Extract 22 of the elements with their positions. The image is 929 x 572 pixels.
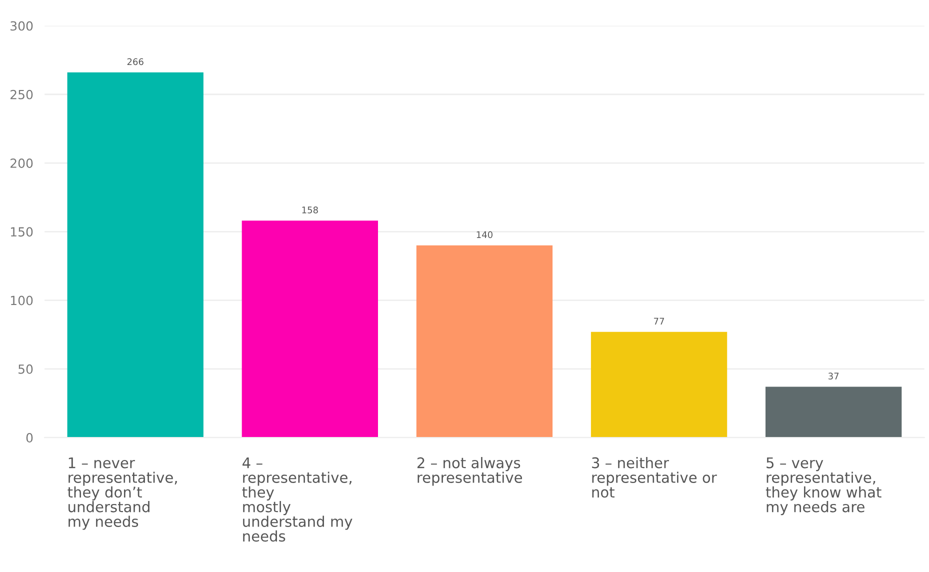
bar [590, 332, 728, 438]
data-label: 77 [654, 318, 664, 324]
x-tick-label: 5 – very representative, they know what my needs are [766, 457, 882, 516]
y-tick-label: 0 [26, 433, 33, 443]
data-label: 37 [828, 372, 839, 380]
y-tick-label: 50 [18, 364, 33, 374]
x-tick-label: 1 – never representative, they don’t understand my needs [68, 457, 177, 530]
bar [416, 245, 553, 438]
x-tick-label: 3 – neither representative or not [592, 457, 717, 498]
bar [766, 386, 902, 438]
y-tick-label: 250 [10, 90, 33, 100]
data-label: 158 [302, 206, 318, 214]
bar [242, 220, 378, 438]
y-tick-label: 200 [10, 158, 33, 168]
data-label: 140 [476, 231, 492, 238]
x-tick-label: 2 – not always representative [417, 457, 522, 486]
y-tick-label: 100 [10, 296, 33, 306]
data-label: 266 [127, 58, 144, 66]
bar [67, 72, 204, 438]
y-tick-label: 300 [10, 21, 33, 31]
x-tick-label: 4 – representative, they mostly understand my needs [242, 457, 352, 542]
y-tick-label: 150 [10, 227, 33, 237]
